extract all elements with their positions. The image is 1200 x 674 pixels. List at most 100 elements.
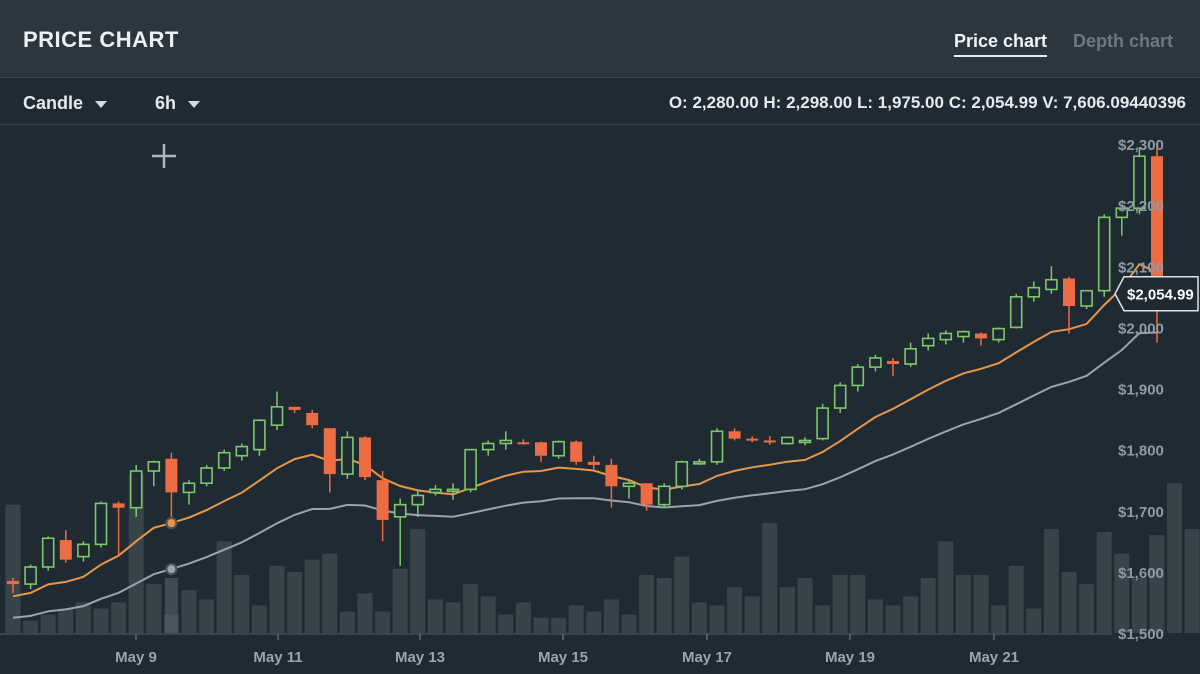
hover-dot-slow <box>165 563 178 576</box>
candle-body-up <box>798 439 812 444</box>
x-tick-label: May 19 <box>825 649 875 666</box>
candle-body-down <box>165 458 178 493</box>
candle-body-down <box>323 428 336 475</box>
volume-bar <box>1096 532 1112 633</box>
candle-body-up <box>992 327 1005 341</box>
y-tick-label: $1,600 <box>1118 565 1164 582</box>
high-value: 2,298.00 <box>786 93 853 112</box>
volume-bar <box>427 599 443 633</box>
volume-bar <box>586 611 602 633</box>
candle-body-up <box>129 470 143 509</box>
candle-body-down <box>359 437 371 478</box>
volume-bar <box>199 599 215 633</box>
candle-body-up <box>253 419 266 451</box>
candle-body-down <box>1063 278 1075 306</box>
volume-bar <box>938 541 954 633</box>
volume-bar <box>850 574 866 633</box>
candle-body-up <box>552 440 565 457</box>
volume-bar <box>75 602 91 633</box>
volume-bar <box>392 568 408 633</box>
candle-body-up <box>657 485 671 506</box>
candle-body-down <box>59 540 72 560</box>
volume-label: V: <box>1042 93 1059 112</box>
interval-dropdown[interactable]: 6h <box>155 93 201 114</box>
volume-bar <box>251 605 267 633</box>
low-value: 1,975.00 <box>877 93 944 112</box>
volume-bar <box>533 617 549 633</box>
low-label: L: <box>856 93 874 112</box>
candle-body-up <box>1097 216 1111 292</box>
close-value: 2,054.99 <box>971 93 1038 112</box>
open-value: 2,280.00 <box>692 93 759 112</box>
price-chart[interactable]: $1,500 $1,600 $1,700 $1,800 $1,900 $2,000 $2,1… <box>0 126 1200 674</box>
volume-bar <box>357 593 373 633</box>
candle-body-up <box>693 461 706 465</box>
hover-column <box>164 577 178 633</box>
y-tick-label: $1,500 <box>1118 626 1164 643</box>
candle-body-down <box>640 483 653 505</box>
candle-body-down <box>728 431 741 439</box>
volume-bar <box>322 553 338 633</box>
y-tick-label: $1,700 <box>1118 504 1164 521</box>
volume-bar <box>304 559 320 633</box>
candle-body-up <box>446 488 460 493</box>
volume-bar <box>867 599 883 633</box>
volume-bar <box>40 614 56 633</box>
candle-body-up <box>200 467 213 485</box>
volume-bar <box>639 574 655 633</box>
volume-bar <box>551 617 567 633</box>
candle-body-up <box>217 451 231 469</box>
crosshair-icon[interactable] <box>151 143 177 169</box>
volume-bar <box>1167 483 1183 633</box>
volume-bar <box>815 605 831 633</box>
ma-fast-line <box>12 262 1158 598</box>
volume-bar <box>1149 535 1165 633</box>
candle-body-up <box>1115 207 1129 219</box>
candle-body-up <box>147 461 161 472</box>
candle-body-up <box>182 482 196 494</box>
tab-price-chart[interactable]: Price chart <box>954 31 1048 57</box>
volume-bar <box>1184 529 1200 633</box>
candle-body-up <box>1080 289 1093 307</box>
volume-bar <box>269 565 285 633</box>
candle-body-up <box>411 494 425 506</box>
volume-bar <box>445 602 461 633</box>
ma-slow-line <box>12 331 1158 619</box>
volume-bar <box>903 596 919 633</box>
volume-bar <box>779 587 795 633</box>
y-tick-label: $2,300 <box>1118 137 1164 154</box>
y-tick-label: $2,000 <box>1118 320 1164 337</box>
volume-bar <box>955 574 971 633</box>
candle-body-down <box>112 503 125 508</box>
volume-bar <box>5 504 21 633</box>
candle-body-up <box>341 436 354 475</box>
interval-label: 6h <box>155 93 177 113</box>
candle-body-down <box>306 412 319 426</box>
tab-depth-chart[interactable]: Depth chart <box>1073 31 1174 51</box>
page-title: PRICE CHART <box>23 27 179 52</box>
volume-bar <box>480 596 496 633</box>
candle-body-up <box>816 407 829 440</box>
x-tick-label: May 17 <box>682 649 732 666</box>
volume-bar <box>1114 553 1130 633</box>
volume-bar <box>832 574 848 633</box>
volume-bar <box>1026 608 1042 633</box>
candle-body-up <box>429 488 442 494</box>
volume-bar <box>656 577 672 633</box>
y-tick-label: $1,900 <box>1118 382 1164 399</box>
candle-body-up <box>869 357 882 368</box>
volume-bar <box>1131 577 1147 633</box>
caret-down-icon <box>188 101 201 108</box>
volume-bar <box>991 605 1007 633</box>
x-tick-label: May 9 <box>115 649 157 666</box>
candle-body-up <box>270 406 284 426</box>
volume-bar <box>920 577 936 633</box>
last-price-tag <box>1114 276 1199 312</box>
x-tick-label: May 15 <box>538 649 588 666</box>
volume-bar <box>216 541 232 633</box>
volume-bar <box>885 605 901 633</box>
candle-body-down <box>7 581 19 585</box>
caret-down-icon <box>95 101 108 108</box>
x-tick-label: May 21 <box>969 649 1019 666</box>
chart-type-dropdown[interactable]: Candle <box>23 93 108 114</box>
